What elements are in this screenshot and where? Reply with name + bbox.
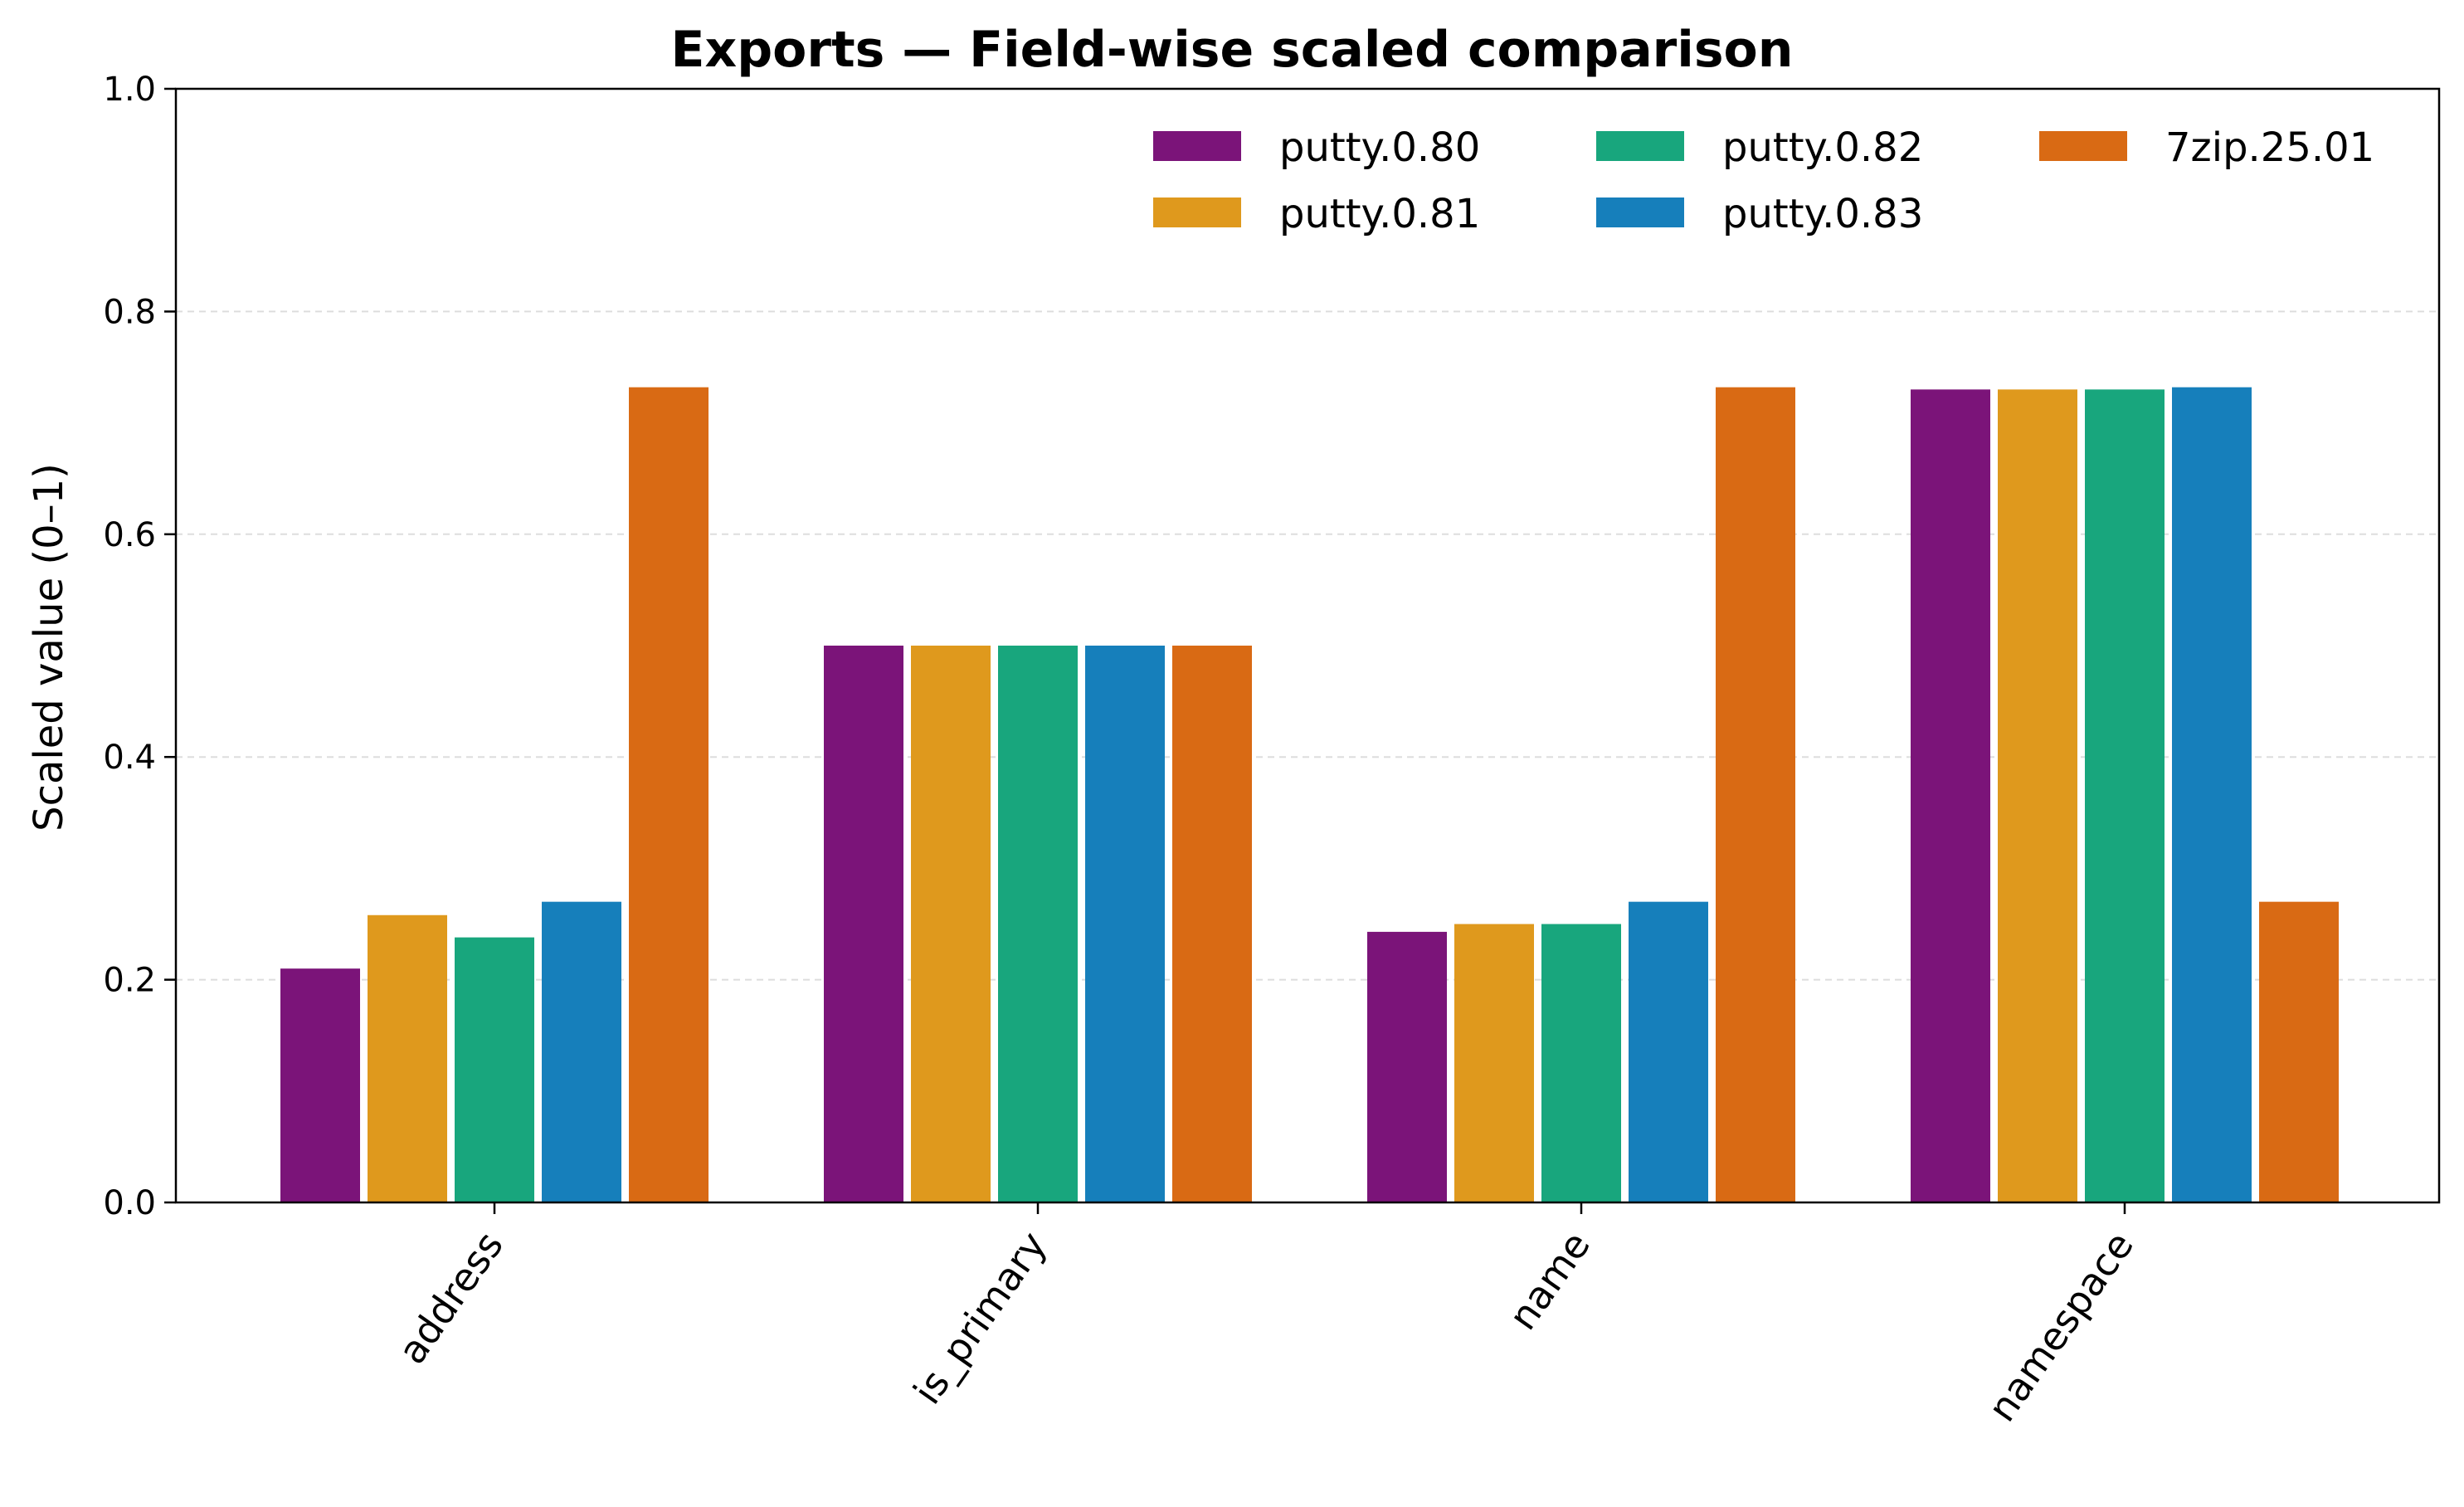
- bar-is_primary-putty.0.80: [824, 646, 903, 1202]
- bar-namespace-7zip.25.01: [2259, 901, 2339, 1202]
- bar-name-putty.0.83: [1629, 901, 1708, 1202]
- bar-address-putty.0.82: [455, 937, 534, 1202]
- bar-namespace-putty.0.81: [1998, 389, 2077, 1203]
- y-tick-label: 0.8: [103, 293, 156, 331]
- y-tick-label: 0.2: [103, 962, 156, 1000]
- legend-label-7zip.25.01: 7zip.25.01: [2165, 124, 2374, 171]
- bar-is_primary-putty.0.82: [998, 646, 1078, 1202]
- bar-address-putty.0.80: [280, 968, 360, 1202]
- bar-is_primary-putty.0.81: [911, 646, 991, 1202]
- legend: putty.0.80 putty.0.81 putty.0.82 putty.0.83…: [1153, 124, 2374, 237]
- bar-address-putty.0.81: [368, 914, 447, 1202]
- y-tick-label: 0.6: [103, 516, 156, 554]
- y-tick-label: 0.4: [103, 739, 156, 777]
- legend-swatch-putty.0.81: [1153, 198, 1241, 227]
- legend-swatch-putty.0.80: [1153, 131, 1241, 161]
- legend-swatch-putty.0.83: [1596, 198, 1684, 227]
- legend-swatch-7zip.25.01: [2039, 131, 2127, 161]
- legend-label-putty.0.83: putty.0.83: [1722, 191, 1923, 237]
- bars: [280, 387, 2339, 1203]
- y-tick-label: 0.0: [103, 1184, 156, 1222]
- bar-address-putty.0.83: [542, 901, 621, 1202]
- bar-address-7zip.25.01: [629, 387, 709, 1202]
- y-axis-label: Scaled value (0–1): [26, 463, 72, 832]
- bar-is_primary-putty.0.83: [1085, 646, 1165, 1202]
- bar-name-putty.0.82: [1541, 924, 1621, 1202]
- legend-swatch-putty.0.82: [1596, 131, 1684, 161]
- bar-namespace-putty.0.82: [2085, 389, 2165, 1203]
- bar-name-7zip.25.01: [1716, 387, 1795, 1202]
- y-tick-label: 1.0: [103, 71, 156, 109]
- bar-name-putty.0.80: [1367, 931, 1447, 1202]
- plot-frame: [174, 87, 2441, 1204]
- bar-namespace-putty.0.80: [1911, 389, 1990, 1203]
- bar-namespace-putty.0.83: [2172, 387, 2252, 1202]
- legend-label-putty.0.82: putty.0.82: [1722, 124, 1923, 171]
- chart-title: Exports — Field-wise scaled comparison: [671, 21, 1794, 79]
- legend-label-putty.0.81: putty.0.81: [1279, 191, 1480, 237]
- bar-is_primary-7zip.25.01: [1172, 646, 1252, 1202]
- axes: [174, 87, 2441, 1204]
- bar-name-putty.0.81: [1454, 924, 1534, 1202]
- y-tick-labels: 0.0 0.2 0.4 0.6 0.8 1.0: [103, 71, 176, 1222]
- legend-label-putty.0.80: putty.0.80: [1279, 124, 1480, 171]
